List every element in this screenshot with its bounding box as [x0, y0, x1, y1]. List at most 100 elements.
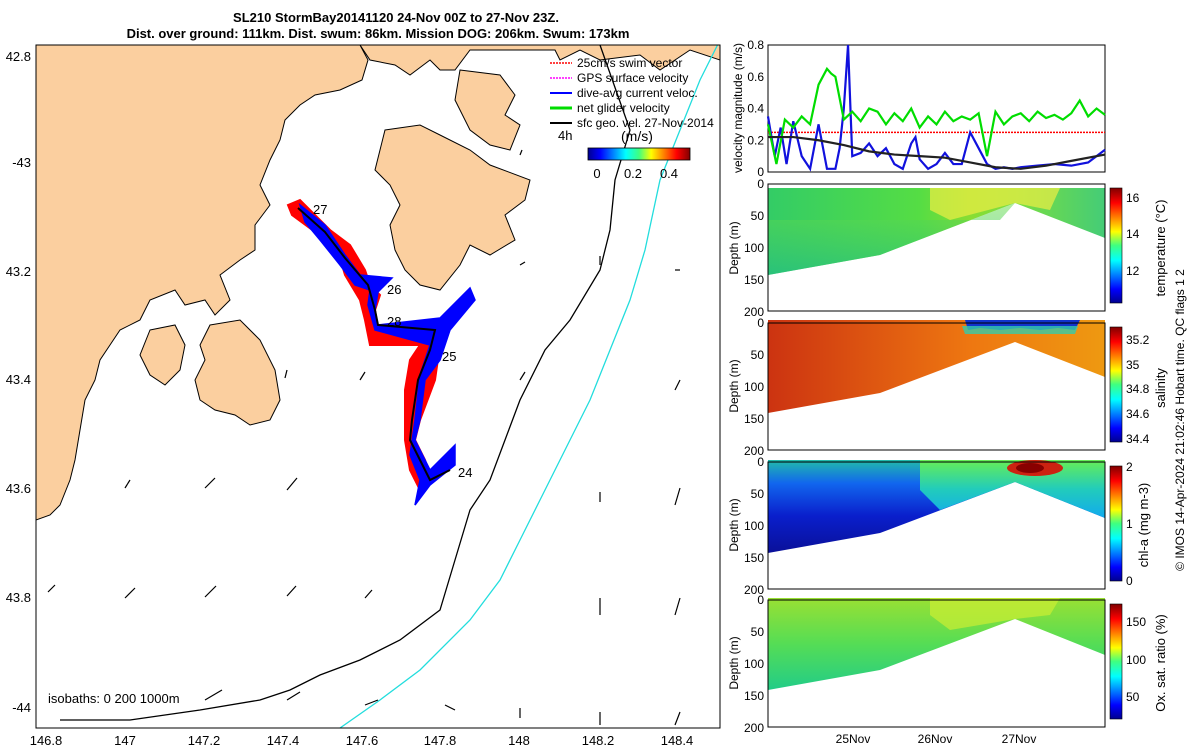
map-x-ticks: 146.8 147 147.2 147.4 147.6 147.8 148 14…: [30, 733, 694, 748]
map-xtick: 148.2: [582, 733, 615, 748]
chlorophyll-cbar-label: chl-a (mg m-3): [1136, 483, 1151, 568]
map-xtick: 146.8: [30, 733, 63, 748]
legend-gps: GPS surface velocity: [577, 71, 688, 85]
geo-arrow: [519, 371, 526, 381]
salinity-field: [768, 320, 1105, 413]
velocity-ytick: 0.8: [747, 38, 764, 52]
legend-swim: 25cm/s swim vector: [577, 56, 682, 70]
geo-arrow: [359, 371, 366, 381]
geo-arrow: [286, 585, 297, 597]
temperature-colorbar: [1109, 187, 1123, 304]
salinity-cbar-tick: 34.6: [1126, 407, 1150, 421]
legend-geo: sfc geo. vel. 27-Nov-2014: [577, 116, 714, 130]
title-line-1: SL210 StormBay20141120 24-Nov 00Z to 27-…: [233, 10, 559, 25]
title-line-2: Dist. over ground: 111km. Dist. swum: 86…: [127, 26, 630, 41]
salinity-cbar-tick: 34.8: [1126, 382, 1150, 396]
oxygen-cbar-tick: 100: [1126, 653, 1146, 667]
glider-path: [297, 207, 451, 482]
isobath-200: [60, 45, 631, 721]
day-label-26: 26: [387, 282, 401, 297]
chlorophyll-cbar-tick: 0: [1126, 574, 1133, 588]
oxygen-colorbar: [1109, 603, 1123, 720]
salinity-cbar-tick: 35: [1126, 358, 1140, 372]
temperature-warm-patch: [930, 188, 1060, 220]
map-xtick: 147.8: [424, 733, 457, 748]
geo-arrow: [674, 597, 681, 616]
salinity-ytick: 0: [757, 316, 764, 330]
chlorophyll-colorbar: [1109, 465, 1123, 582]
chlorophyll-cbar-tick: 2: [1126, 460, 1133, 474]
map-xtick: 147.4: [267, 733, 300, 748]
velocity-series-3: [768, 135, 1106, 170]
velocity-magnitude-chart: 0 0.2 0.4 0.6 0.8 velocity magnitude (m/s): [731, 38, 1106, 179]
geo-arrow: [284, 369, 288, 379]
geo-arrow: [674, 711, 681, 726]
geo-arrow: [674, 487, 681, 506]
salinity-section: 35.2 35 34.8 34.6 34.4 salinity Depth (m…: [727, 316, 1168, 458]
velocity-ylabel: velocity magnitude (m/s): [731, 43, 745, 173]
day-label-27: 27: [313, 202, 327, 217]
map-ytick: 43.8: [6, 590, 31, 605]
salinity-cbar-label: salinity: [1153, 368, 1168, 408]
temperature-ytick: 150: [744, 273, 764, 287]
temperature-ytick: 50: [751, 209, 765, 223]
chlorophyll-ytick: 0: [757, 455, 764, 469]
day-labels: 27 26 28 25 24: [313, 202, 472, 480]
map-xtick: 147: [114, 733, 136, 748]
oxygen-section: 150 100 50 Ox. sat. ratio (%) Depth (m) …: [727, 593, 1168, 746]
map-xtick: 147.6: [346, 733, 379, 748]
velocity-ytick: 0: [757, 165, 764, 179]
oxygen-ytick: 150: [744, 689, 764, 703]
geo-arrow: [519, 261, 526, 266]
salinity-ytick: 100: [744, 380, 764, 394]
temperature-section: 16 14 12 temperature (°C) Depth (m) 0 50…: [727, 177, 1168, 319]
geo-arrow: [204, 477, 216, 489]
geostrophic-arrow-field: [47, 149, 681, 726]
salinity-ylabel: Depth (m): [727, 359, 741, 412]
colorbar-tick: 0.4: [660, 166, 678, 181]
map-ytick: -44: [12, 700, 31, 715]
chlorophyll-ytick: 100: [744, 519, 764, 533]
oxygen-ytick: 100: [744, 657, 764, 671]
geo-arrow: [444, 704, 456, 711]
geo-arrow: [364, 699, 379, 706]
map-xtick: 148: [508, 733, 530, 748]
map-ytick: 43.6: [6, 481, 31, 496]
time-xtick: 27Nov: [1002, 732, 1037, 746]
isobath-label: isobaths: 0 200 1000m: [48, 691, 180, 706]
imos-credit: © IMOS 14-Apr-2024 21:02:46 Hobart time.…: [1173, 269, 1187, 571]
geo-arrow: [47, 584, 56, 593]
chlorophyll-cbar-tick: 1: [1126, 517, 1133, 531]
velocity-ytick: 0.4: [747, 102, 764, 116]
colorbar-tick: 0: [593, 166, 600, 181]
geo-arrow: [286, 477, 298, 491]
velocity-ytick: 0.6: [747, 70, 764, 84]
chlorophyll-ytick: 150: [744, 551, 764, 565]
oxygen-ytick: 200: [744, 721, 764, 735]
land-forestier: [374, 124, 531, 291]
geo-arrow: [124, 479, 131, 489]
geo-arrow: [519, 149, 523, 156]
salinity-cbar-tick: 35.2: [1126, 333, 1150, 347]
map-ytick: 43.4: [6, 372, 31, 387]
map-ytick: -43: [12, 155, 31, 170]
temperature-ytick: 0: [757, 177, 764, 191]
map-ytick: 43.2: [6, 264, 31, 279]
salinity-colorbar: [1109, 326, 1123, 443]
temperature-cbar-tick: 16: [1126, 191, 1140, 205]
oxygen-ytick: 0: [757, 593, 764, 607]
land-bruny-north: [139, 324, 186, 386]
oxygen-high-patch: [930, 598, 1060, 630]
land-west-main: [36, 45, 369, 521]
land-south-arm: [194, 319, 281, 426]
geo-arrow: [674, 379, 681, 391]
map-panel: 27 26 28 25 24 146.8 147 147.2 147.4 147…: [6, 44, 721, 748]
day-label-28: 28: [387, 314, 401, 329]
map-xtick: 147.2: [188, 733, 221, 748]
vector-scale-label: 4h: [558, 128, 572, 143]
map-y-ticks: 42.8 -43 43.2 43.4 43.6 43.8 -44: [6, 49, 31, 715]
salinity-ytick: 200: [744, 444, 764, 458]
temperature-ytick: 100: [744, 241, 764, 255]
colorbar-tick: 0.2: [624, 166, 642, 181]
